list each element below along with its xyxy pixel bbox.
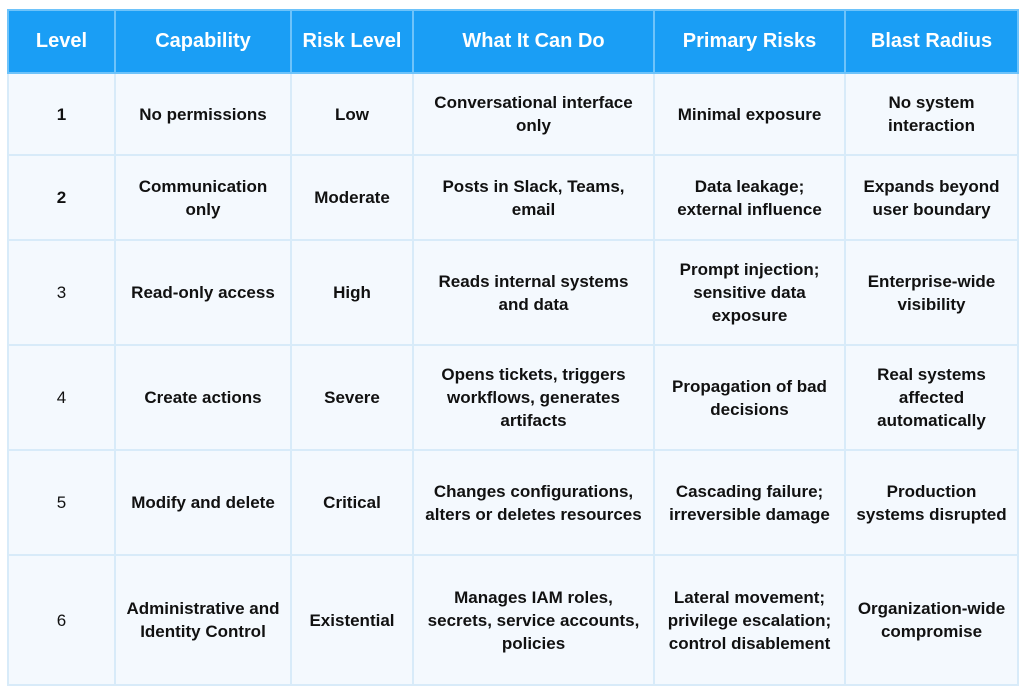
cell-primary-risks: Cascading failure; irreversible damage	[653, 449, 846, 556]
cell-risk-level: Moderate	[290, 154, 414, 241]
cell-level: 5	[7, 449, 116, 556]
cell-primary-risks: Data leakage; external influence	[653, 154, 846, 241]
cell-level: 3	[7, 239, 116, 346]
cell-blast-radius: Expands beyond user boundary	[844, 154, 1019, 241]
cell-blast-radius: Enterprise-wide visibility	[844, 239, 1019, 346]
table-row: 6 Administrative and Identity Control Ex…	[7, 554, 1019, 686]
cell-what-it-can-do: Conversational interface only	[412, 72, 655, 156]
header-level: Level	[7, 9, 116, 74]
cell-what-it-can-do: Changes configurations, alters or delete…	[412, 449, 655, 556]
cell-risk-level: Critical	[290, 449, 414, 556]
cell-risk-level: High	[290, 239, 414, 346]
cell-what-it-can-do: Opens tickets, triggers workflows, gener…	[412, 344, 655, 451]
cell-risk-level: Existential	[290, 554, 414, 686]
cell-capability: Modify and delete	[114, 449, 292, 556]
header-risk-level: Risk Level	[290, 9, 414, 74]
table-row: 2 Communication only Moderate Posts in S…	[7, 154, 1019, 241]
table-row: 1 No permissions Low Conversational inte…	[7, 72, 1019, 156]
cell-risk-level: Low	[290, 72, 414, 156]
table-row: 4 Create actions Severe Opens tickets, t…	[7, 344, 1019, 451]
cell-capability: No permissions	[114, 72, 292, 156]
cell-capability: Create actions	[114, 344, 292, 451]
header-row: Level Capability Risk Level What It Can …	[7, 9, 1019, 74]
cell-blast-radius: No system interaction	[844, 72, 1019, 156]
cell-what-it-can-do: Manages IAM roles, secrets, service acco…	[412, 554, 655, 686]
cell-risk-level: Severe	[290, 344, 414, 451]
cell-capability: Read-only access	[114, 239, 292, 346]
cell-capability: Communication only	[114, 154, 292, 241]
header-blast-radius: Blast Radius	[844, 9, 1019, 74]
cell-primary-risks: Propagation of bad decisions	[653, 344, 846, 451]
cell-blast-radius: Real systems affected automatically	[844, 344, 1019, 451]
table-body: 1 No permissions Low Conversational inte…	[7, 72, 1019, 686]
cell-level: 6	[7, 554, 116, 686]
table-row: 3 Read-only access High Reads internal s…	[7, 239, 1019, 346]
table-row: 5 Modify and delete Critical Changes con…	[7, 449, 1019, 556]
cell-level: 1	[7, 72, 116, 156]
cell-what-it-can-do: Posts in Slack, Teams, email	[412, 154, 655, 241]
table-header: Level Capability Risk Level What It Can …	[7, 9, 1019, 74]
risk-levels-table: Level Capability Risk Level What It Can …	[7, 9, 1019, 686]
cell-level: 2	[7, 154, 116, 241]
cell-what-it-can-do: Reads internal systems and data	[412, 239, 655, 346]
header-what-it-can-do: What It Can Do	[412, 9, 655, 74]
cell-primary-risks: Lateral movement; privilege escalation; …	[653, 554, 846, 686]
cell-blast-radius: Production systems disrupted	[844, 449, 1019, 556]
cell-capability: Administrative and Identity Control	[114, 554, 292, 686]
cell-level: 4	[7, 344, 116, 451]
header-primary-risks: Primary Risks	[653, 9, 846, 74]
cell-primary-risks: Prompt injection; sensitive data exposur…	[653, 239, 846, 346]
cell-primary-risks: Minimal exposure	[653, 72, 846, 156]
header-capability: Capability	[114, 9, 292, 74]
cell-blast-radius: Organization-wide compromise	[844, 554, 1019, 686]
